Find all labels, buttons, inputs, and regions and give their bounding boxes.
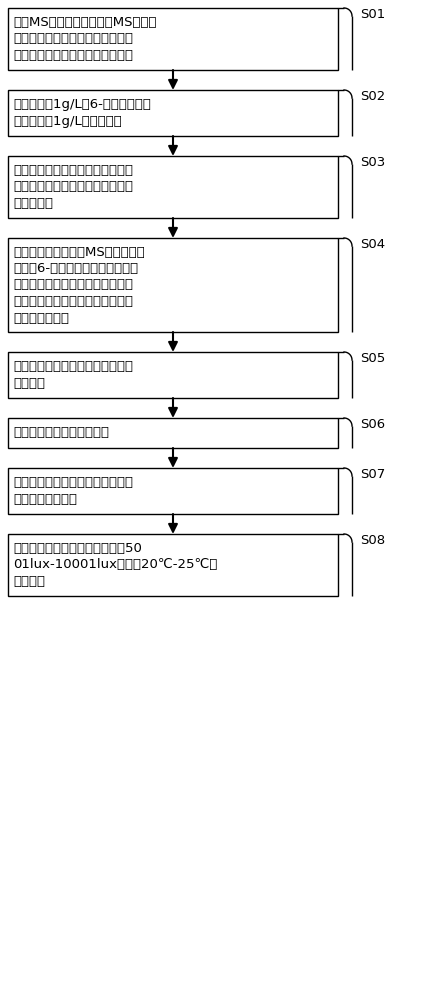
Text: S05: S05 (360, 352, 385, 365)
Text: S01: S01 (360, 8, 385, 21)
Text: S08: S08 (360, 534, 385, 547)
Bar (8, 418, 338, 448)
Bar (8, 534, 338, 596)
Text: S03: S03 (360, 156, 385, 169)
Text: 制备MS培养基母液；所述MS培养基
母液由大量元素母液、微量元素母
液、铁盐母液以及有机物母液组成: 制备MS培养基母液；所述MS培养基 母液由大量元素母液、微量元素母 液、铁盐母液… (13, 16, 157, 62)
Text: 将接种后的所述生根培养基置于50
01lux-10001lux光照、20℃-25℃环
境下培养: 将接种后的所述生根培养基置于50 01lux-10001lux光照、20℃-25… (13, 542, 217, 588)
Text: 分别以银杏树枝和银杏果壳为原料
，制备得到银杏树枝活性炭和银杏
果壳活性炭: 分别以银杏树枝和银杏果壳为原料 ，制备得到银杏树枝活性炭和银杏 果壳活性炭 (13, 164, 133, 210)
Text: 配制浓度为1g/L的6-苄氨基嘌呤溶
液和浓度为1g/L萘乙酸溶液: 配制浓度为1g/L的6-苄氨基嘌呤溶 液和浓度为1g/L萘乙酸溶液 (13, 98, 151, 128)
Text: S02: S02 (360, 90, 385, 103)
Bar (8, 90, 338, 136)
Text: S04: S04 (360, 238, 385, 251)
Text: 对所述外植体进行消毒处理: 对所述外植体进行消毒处理 (13, 426, 109, 440)
Bar (8, 468, 338, 514)
Text: S07: S07 (360, 468, 385, 481)
Bar (8, 352, 338, 398)
Bar (8, 8, 338, 70)
Text: 取外植体，所述外植体为银杏侧芽
带叶茎尖: 取外植体，所述外植体为银杏侧芽 带叶茎尖 (13, 360, 133, 390)
Bar (8, 238, 338, 332)
Text: S06: S06 (360, 418, 385, 431)
Text: 将消毒处理后的所述外植体接种到
所述生根培养基中: 将消毒处理后的所述外植体接种到 所述生根培养基中 (13, 476, 133, 506)
Text: 以琼脂、蔗糖、所述MS培养基母液
、所述6-苄氨基嘌呤溶液和所述萘
乙酸溶液，以及所述银杏树枝活性
炭或所述银杏果壳活性炭为原料，
制备生根培养基: 以琼脂、蔗糖、所述MS培养基母液 、所述6-苄氨基嘌呤溶液和所述萘 乙酸溶液，以… (13, 245, 145, 324)
Bar (8, 156, 338, 218)
